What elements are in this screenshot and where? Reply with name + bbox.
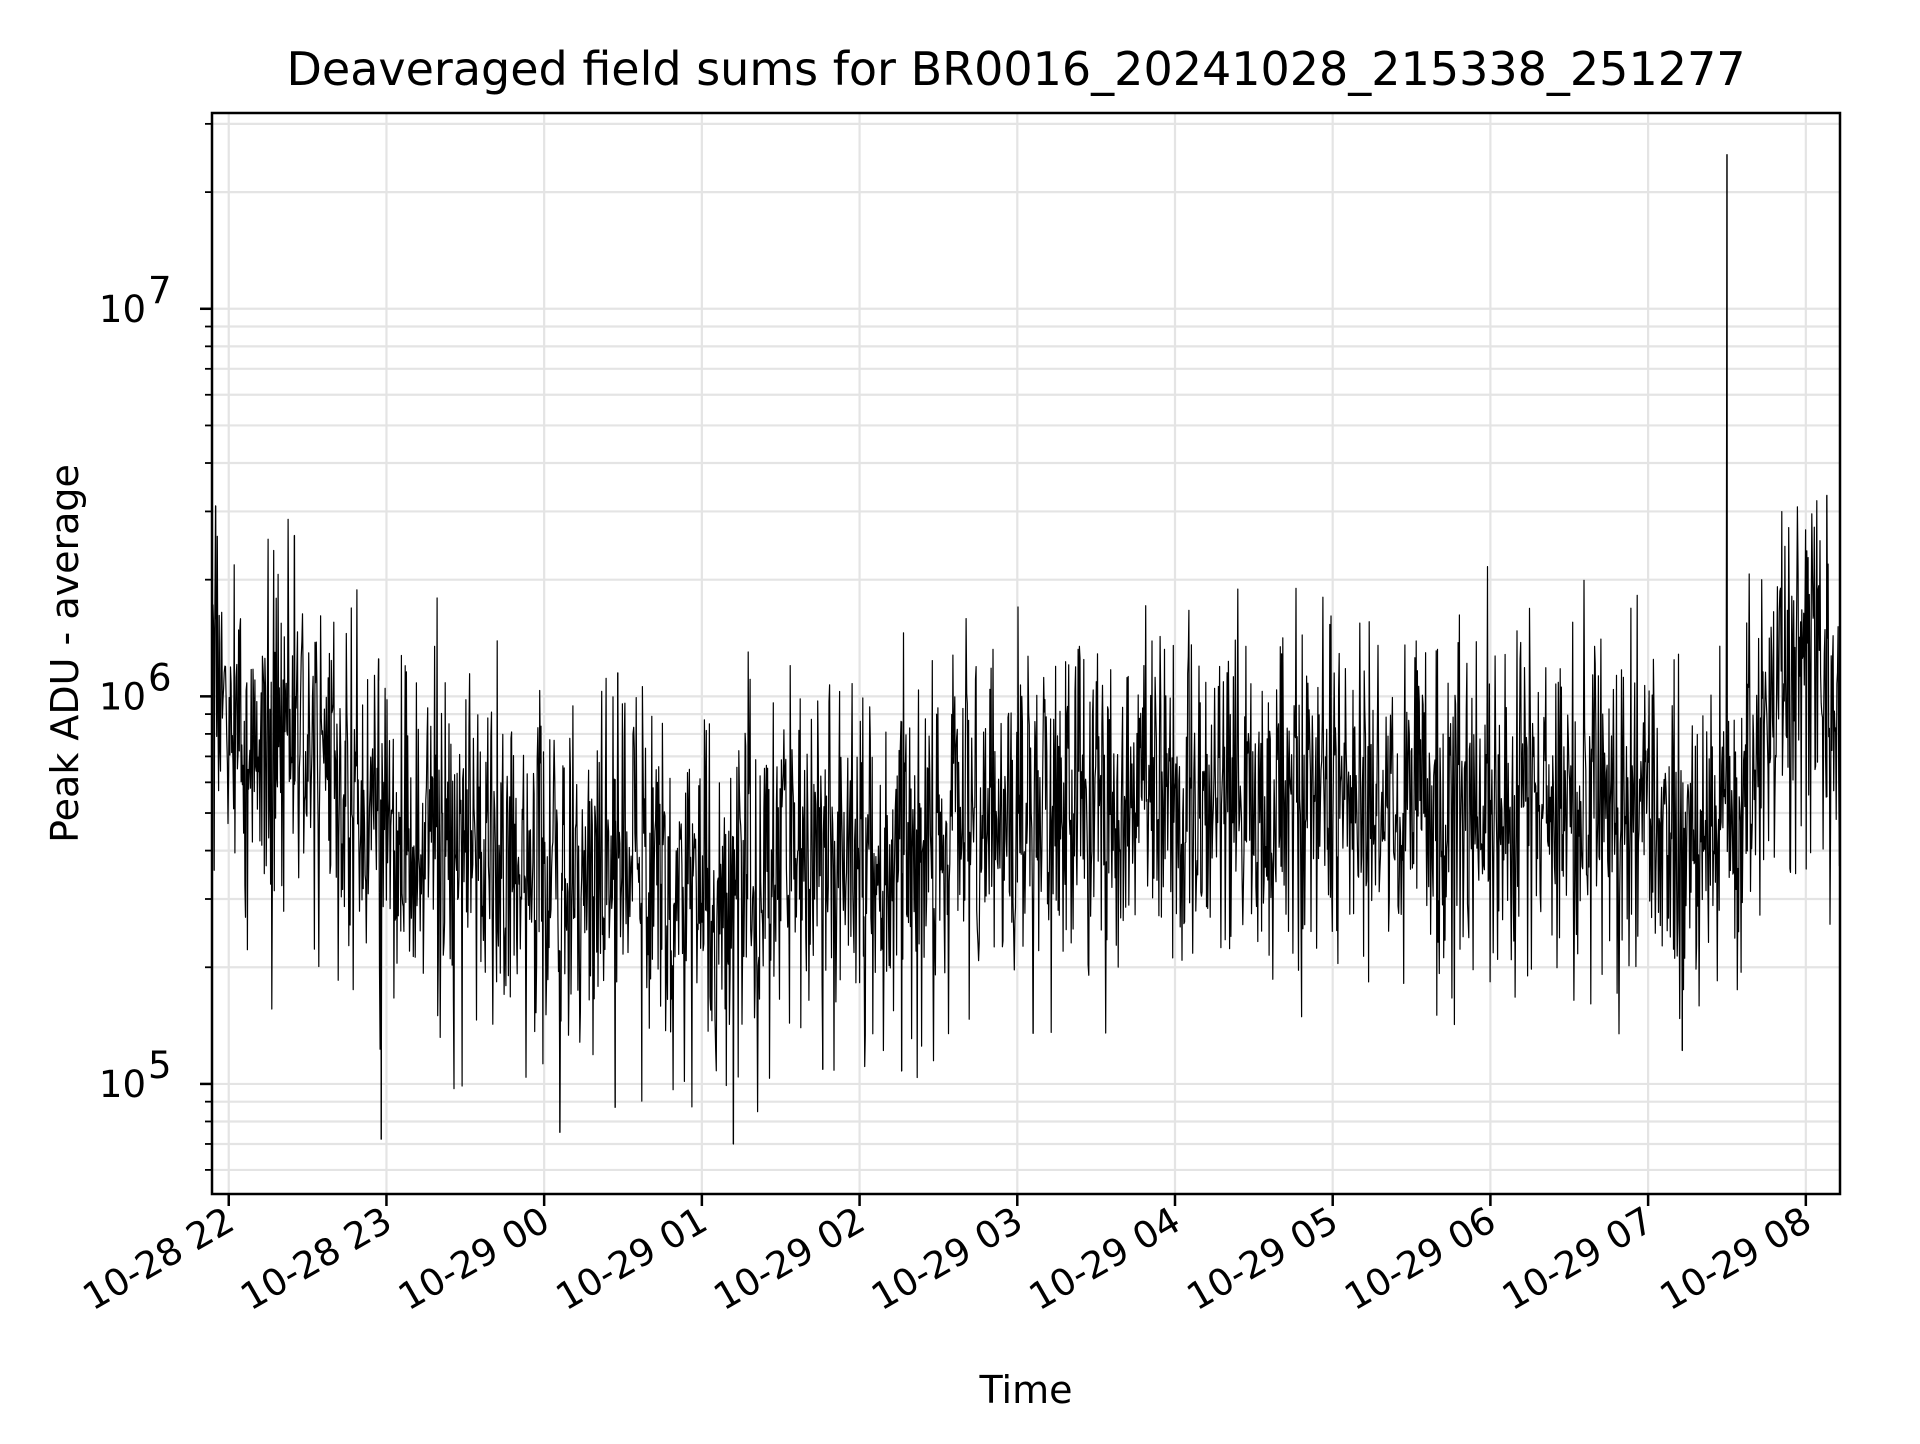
- x-tick-label: 10-29 04: [1022, 1199, 1188, 1319]
- y-tick-exponent: 6: [148, 656, 172, 699]
- y-axis-label: Peak ADU - average: [43, 464, 87, 843]
- series-line: [212, 154, 1841, 1145]
- x-tick-label: 10-29 02: [707, 1199, 873, 1319]
- y-tick-exponent: 7: [148, 269, 172, 312]
- x-tick-label: 10-29 07: [1495, 1199, 1661, 1319]
- y-tick-exponent: 5: [148, 1044, 172, 1087]
- axis-ticks: [200, 122, 1808, 1206]
- x-tick-label: 10-29 06: [1337, 1199, 1503, 1319]
- x-tick-label: 10-29 05: [1180, 1199, 1346, 1319]
- grid-lines: [212, 113, 1840, 1194]
- series-layer: [212, 154, 1841, 1145]
- x-tick-label: 10-28 23: [233, 1199, 399, 1319]
- y-tick-label: 10: [99, 1063, 146, 1106]
- x-tick-label: 10-29 01: [549, 1199, 715, 1319]
- x-tick-label: 10-28 22: [76, 1199, 242, 1319]
- x-tick-label: 10-29 03: [864, 1199, 1030, 1319]
- plot-frame: [210, 111, 1842, 1196]
- x-axis-label: Time: [979, 1368, 1073, 1412]
- chart-title: Deaveraged field sums for BR0016_2024102…: [286, 42, 1745, 96]
- y-tick-label: 10: [99, 288, 146, 331]
- x-tick-label: 10-29 00: [391, 1199, 557, 1319]
- y-tick-label: 10: [99, 675, 146, 718]
- x-tick-label: 10-29 08: [1653, 1199, 1819, 1319]
